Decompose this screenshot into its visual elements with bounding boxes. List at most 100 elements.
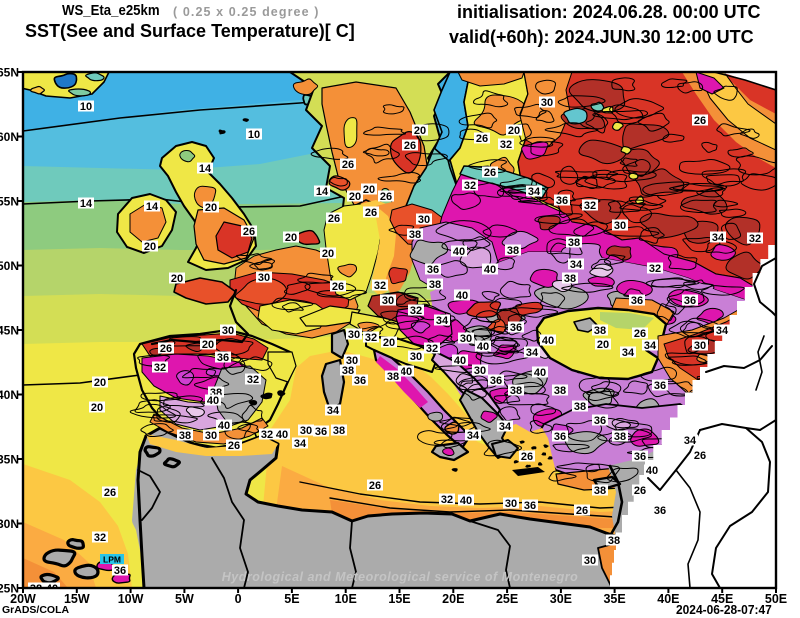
svg-text:38: 38 xyxy=(608,535,620,547)
svg-text:40: 40 xyxy=(207,395,219,407)
svg-text:26: 26 xyxy=(576,505,588,517)
svg-text:40: 40 xyxy=(218,420,230,432)
svg-text:32: 32 xyxy=(441,494,453,506)
svg-text:40: 40 xyxy=(454,355,466,367)
svg-text:35E: 35E xyxy=(603,592,625,606)
svg-text:65N: 65N xyxy=(0,66,19,80)
svg-text:34: 34 xyxy=(622,347,635,359)
svg-text:30: 30 xyxy=(258,272,270,284)
svg-text:38: 38 xyxy=(568,237,580,249)
svg-text:40: 40 xyxy=(534,367,546,379)
svg-text:30: 30 xyxy=(300,425,312,437)
svg-text:32: 32 xyxy=(410,305,422,317)
svg-text:36: 36 xyxy=(634,451,646,463)
svg-text:36: 36 xyxy=(654,380,666,392)
svg-text:36: 36 xyxy=(554,431,566,443)
svg-text:26: 26 xyxy=(694,450,706,462)
svg-text:10W: 10W xyxy=(118,592,144,606)
svg-text:30: 30 xyxy=(694,340,706,352)
svg-text:20: 20 xyxy=(202,339,214,351)
svg-text:5W: 5W xyxy=(175,592,194,606)
svg-text:32: 32 xyxy=(464,180,476,192)
svg-text:38: 38 xyxy=(510,385,522,397)
svg-text:20: 20 xyxy=(322,248,334,260)
svg-text:36: 36 xyxy=(510,322,522,334)
svg-text:36: 36 xyxy=(524,500,536,512)
svg-text:38: 38 xyxy=(179,430,191,442)
svg-text:40: 40 xyxy=(456,290,468,302)
svg-text:45N: 45N xyxy=(0,324,19,338)
svg-text:34: 34 xyxy=(499,421,512,433)
svg-text:34: 34 xyxy=(294,438,307,450)
svg-text:32: 32 xyxy=(247,374,259,386)
svg-text:20: 20 xyxy=(508,125,520,137)
svg-text:38: 38 xyxy=(342,365,354,377)
svg-text:26: 26 xyxy=(634,485,646,497)
svg-text:26: 26 xyxy=(694,115,706,127)
svg-text:26: 26 xyxy=(328,213,340,225)
svg-text:35N: 35N xyxy=(0,453,19,467)
svg-text:40N: 40N xyxy=(0,388,19,402)
svg-text:14: 14 xyxy=(146,201,159,213)
svg-text:34: 34 xyxy=(327,405,340,417)
svg-text:32: 32 xyxy=(261,429,273,441)
svg-text:20: 20 xyxy=(205,202,217,214)
svg-text:30: 30 xyxy=(382,295,394,307)
svg-text:26: 26 xyxy=(476,133,488,145)
svg-text:20: 20 xyxy=(349,191,361,203)
svg-text:36: 36 xyxy=(556,195,568,207)
svg-text:30: 30 xyxy=(460,333,472,345)
svg-text:30: 30 xyxy=(410,351,422,363)
svg-text:36: 36 xyxy=(631,295,643,307)
svg-text:50E: 50E xyxy=(765,592,787,606)
svg-text:26: 26 xyxy=(380,191,392,203)
svg-text:20: 20 xyxy=(414,125,426,137)
svg-text:40: 40 xyxy=(46,583,58,595)
svg-text:60N: 60N xyxy=(0,130,19,144)
svg-text:34: 34 xyxy=(712,232,725,244)
svg-text:38: 38 xyxy=(594,325,606,337)
svg-text:20: 20 xyxy=(171,273,183,285)
svg-text:25N: 25N xyxy=(0,582,19,596)
svg-text:55N: 55N xyxy=(0,195,19,209)
svg-text:34: 34 xyxy=(528,186,541,198)
svg-text:26: 26 xyxy=(521,451,533,463)
svg-text:40: 40 xyxy=(400,366,412,378)
svg-text:34: 34 xyxy=(526,347,539,359)
svg-text:32: 32 xyxy=(500,139,512,151)
svg-text:10: 10 xyxy=(80,101,92,113)
svg-text:34: 34 xyxy=(467,430,480,442)
svg-text:34: 34 xyxy=(570,259,583,271)
svg-text:34: 34 xyxy=(436,315,449,327)
svg-text:30N: 30N xyxy=(0,517,19,531)
svg-text:38: 38 xyxy=(333,425,345,437)
svg-text:40: 40 xyxy=(276,429,288,441)
svg-text:32: 32 xyxy=(426,343,438,355)
svg-text:40: 40 xyxy=(646,465,658,477)
svg-text:40: 40 xyxy=(484,264,496,276)
svg-text:38: 38 xyxy=(507,245,519,257)
svg-text:26: 26 xyxy=(104,487,116,499)
svg-text:40: 40 xyxy=(477,341,489,353)
svg-text:36: 36 xyxy=(490,375,502,387)
svg-text:36: 36 xyxy=(354,375,366,387)
svg-text:38: 38 xyxy=(564,273,576,285)
svg-text:40: 40 xyxy=(542,335,554,347)
svg-text:50N: 50N xyxy=(0,259,19,273)
svg-text:26: 26 xyxy=(484,167,496,179)
svg-text:25E: 25E xyxy=(496,592,518,606)
svg-text:36: 36 xyxy=(315,426,327,438)
svg-text:30E: 30E xyxy=(550,592,572,606)
svg-text:40E: 40E xyxy=(657,592,679,606)
svg-text:20: 20 xyxy=(144,241,156,253)
svg-text:10: 10 xyxy=(248,129,260,141)
svg-text:32: 32 xyxy=(365,332,377,344)
svg-text:15E: 15E xyxy=(388,592,410,606)
svg-text:36: 36 xyxy=(217,352,229,364)
svg-text:LPM: LPM xyxy=(103,555,121,565)
svg-text:30: 30 xyxy=(505,498,517,510)
svg-text:40: 40 xyxy=(460,495,472,507)
svg-text:26: 26 xyxy=(369,480,381,492)
svg-text:20W: 20W xyxy=(10,592,36,606)
svg-text:20: 20 xyxy=(91,402,103,414)
